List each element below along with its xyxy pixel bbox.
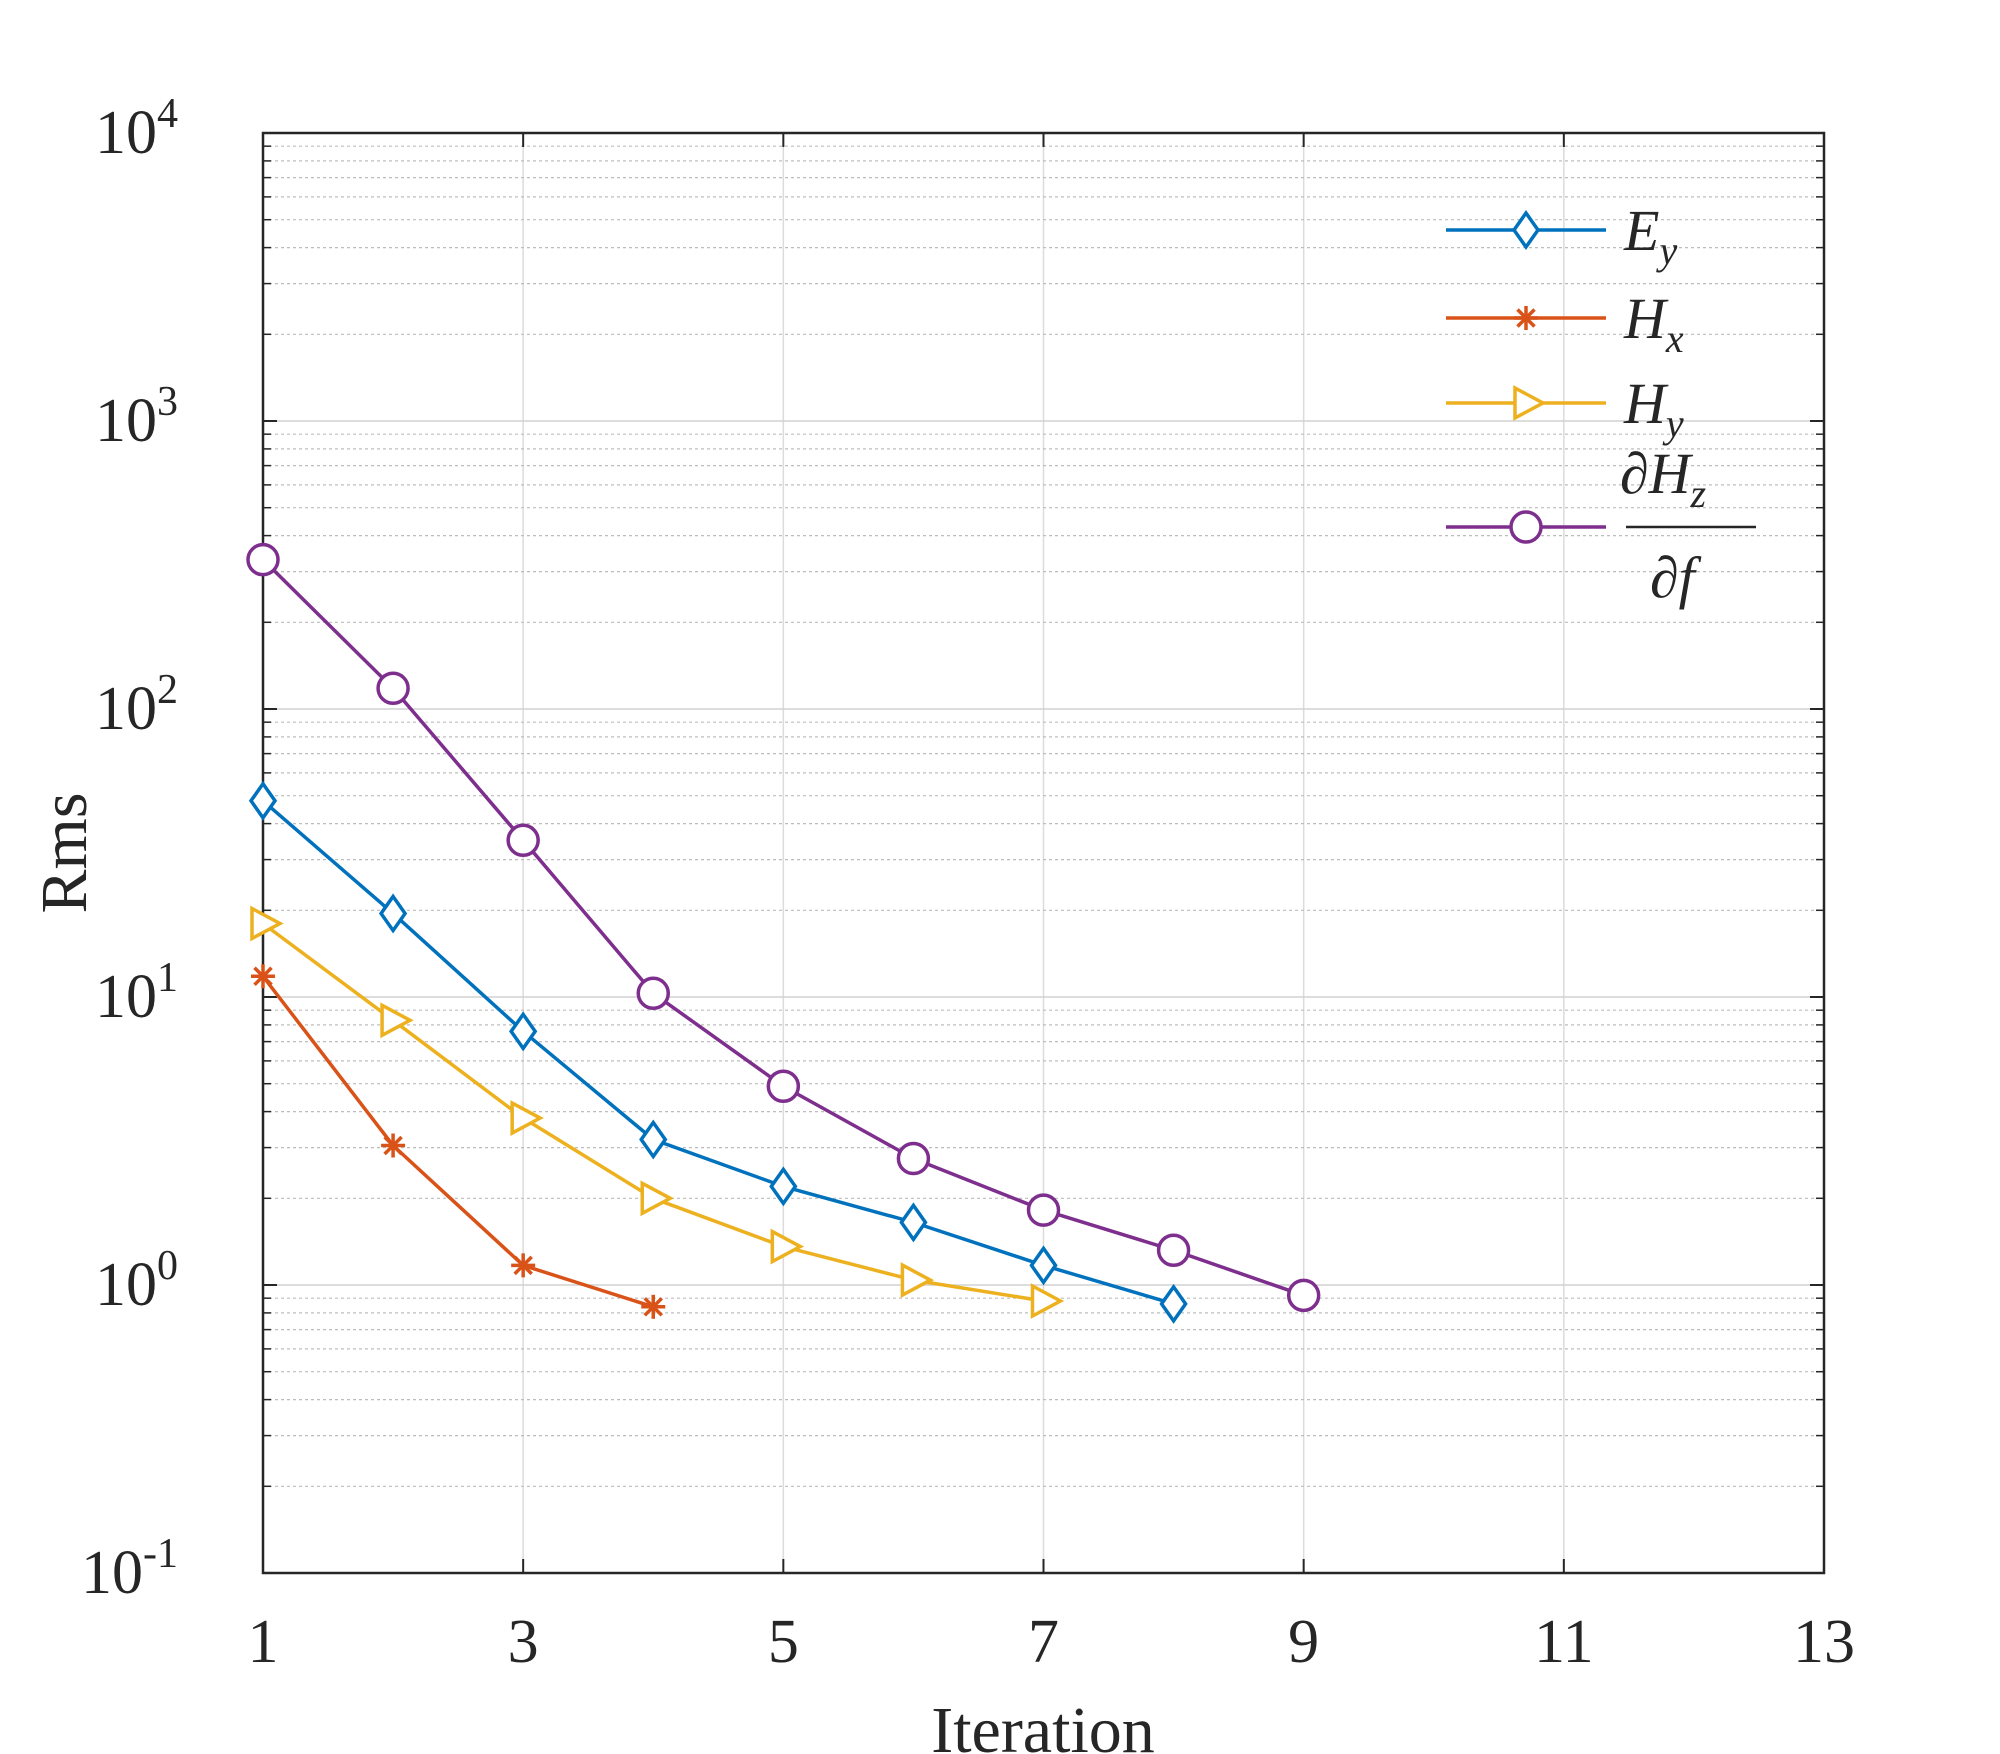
data-point-asterisk — [381, 1133, 406, 1158]
legend-label-sub: z — [1690, 471, 1707, 516]
series-hy — [250, 905, 1065, 1319]
data-point-diamond — [248, 780, 278, 821]
legend-entry: ∂Hz ∂f — [1446, 441, 1756, 610]
data-point-circle — [896, 1141, 931, 1176]
y-tick-base: 10 — [95, 963, 157, 1031]
legend-entry: Ey — [1446, 198, 1677, 273]
data-point-diamond — [1511, 209, 1541, 251]
data-point-diamond — [378, 893, 408, 934]
data-point-diamond — [1159, 1283, 1188, 1324]
data-point-triangle — [250, 905, 284, 942]
data-point-triangle — [770, 1228, 805, 1265]
data-point-circle — [1156, 1233, 1191, 1268]
series-ey — [248, 780, 1188, 1324]
legend-label: Hx — [1623, 286, 1684, 361]
series-hx — [251, 964, 666, 1319]
legend-label-sub: y — [1662, 401, 1684, 446]
y-tick-exponent: -1 — [143, 1531, 178, 1577]
legend-label-main: H — [1623, 286, 1669, 351]
legend-label-main: ∂H — [1620, 441, 1694, 506]
data-point-triangle — [1030, 1283, 1065, 1319]
y-tick-exponent: 2 — [157, 667, 178, 713]
legend-label: Hy — [1623, 371, 1684, 446]
data-point-diamond — [899, 1202, 928, 1243]
data-point-diamond — [639, 1119, 668, 1160]
legend-entry: Hy — [1446, 371, 1684, 446]
legend-label-main: H — [1623, 371, 1669, 436]
asterisk-stroke — [253, 966, 273, 987]
data-point-diamond — [1029, 1245, 1058, 1286]
x-tick-label: 5 — [768, 1608, 799, 1676]
y-tick-label: 103 — [95, 379, 178, 455]
y-tick-exponent: 4 — [157, 91, 178, 137]
y-tick-exponent: 3 — [157, 379, 178, 425]
x-tick-label: 13 — [1793, 1608, 1855, 1676]
x-tick-label: 9 — [1288, 1608, 1319, 1676]
asterisk-stroke — [643, 1297, 663, 1317]
x-tick-label: 1 — [248, 1608, 279, 1676]
asterisk-stroke — [383, 1135, 403, 1156]
y-tick-label: 100 — [95, 1243, 178, 1319]
x-axis-label: Iteration — [931, 1694, 1155, 1754]
series — [246, 542, 1321, 1324]
y-tick-base: 10 — [95, 99, 157, 167]
data-point-circle — [1286, 1278, 1321, 1313]
data-point-circle — [506, 823, 540, 858]
y-tick-exponent: 0 — [157, 1243, 178, 1289]
y-tick-label: 10-1 — [81, 1531, 178, 1607]
x-tick-label: 11 — [1534, 1608, 1594, 1676]
y-tick-exponent: 1 — [157, 955, 178, 1001]
legend-label-main: E — [1623, 198, 1659, 263]
data-point-circle — [636, 976, 670, 1011]
data-point-asterisk — [251, 964, 275, 989]
y-tick-base: 10 — [95, 387, 157, 455]
data-point-circle — [766, 1069, 801, 1103]
series-dhzdf — [246, 542, 1321, 1313]
legend-label-sub: x — [1665, 316, 1684, 361]
y-axis-label: Rms — [28, 792, 101, 913]
data-point-asterisk — [641, 1294, 666, 1319]
y-tick-base: 10 — [81, 1539, 143, 1607]
data-point-diamond — [509, 1011, 538, 1052]
series-line — [261, 975, 654, 1309]
asterisk-stroke — [1516, 308, 1536, 328]
legend-entry: Hx — [1446, 286, 1684, 361]
x-tick-label: 7 — [1028, 1608, 1059, 1676]
y-tick-label: 102 — [95, 667, 178, 743]
data-point-triangle — [1513, 385, 1547, 421]
y-tick-label: 104 — [95, 91, 178, 167]
data-point-triangle — [640, 1180, 674, 1217]
data-point-circle — [376, 671, 410, 706]
data-point-circle — [1026, 1193, 1061, 1227]
data-point-triangle — [900, 1262, 935, 1299]
legend-label-numerator: ∂Hz — [1620, 441, 1707, 516]
data-point-diamond — [769, 1166, 798, 1207]
y-tick-label: 101 — [95, 955, 178, 1031]
legend-label-sub: y — [1655, 228, 1677, 273]
data-point-circle — [1509, 510, 1543, 544]
y-tick-base: 10 — [95, 675, 157, 743]
data-point-asterisk — [1514, 306, 1538, 330]
legend-label: Ey — [1623, 198, 1677, 273]
data-point-triangle — [510, 1100, 544, 1136]
series-line — [261, 799, 1175, 1306]
data-point-circle — [246, 542, 280, 577]
data-point-asterisk — [511, 1253, 536, 1278]
asterisk-stroke — [513, 1255, 533, 1276]
x-tick-label: 3 — [508, 1608, 539, 1676]
y-tick-base: 10 — [95, 1251, 157, 1319]
legend-label-denominator: ∂f — [1650, 545, 1702, 610]
data-point-triangle — [380, 1002, 414, 1039]
